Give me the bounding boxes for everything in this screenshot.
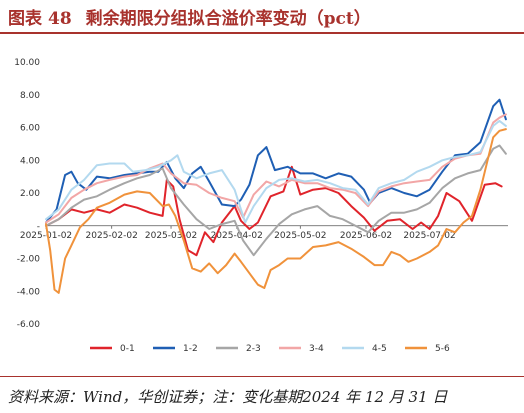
legend-label-5-6: 5-6 [435, 344, 450, 354]
x-tick-label: 2025-01-02 [20, 231, 72, 241]
series-line-2-3 [45, 144, 507, 257]
x-tick-label: 2025-05-02 [274, 231, 326, 241]
x-tick-label: 2025-07-02 [403, 231, 455, 241]
source-note: 资料来源：Wind，华创证券；注：变化基期2024 年 12 月 31 日 [8, 388, 448, 406]
figure-label: 图表 [8, 9, 42, 29]
y-tick-label: -4.00 [17, 287, 41, 297]
figure-title-text: 剩余期限分组拟合溢价率变动（pct） [85, 9, 371, 29]
y-tick-label: 4.00 [20, 156, 40, 166]
y-tick-label: 6.00 [20, 124, 40, 134]
figure-number: 48 [48, 9, 72, 29]
top-rule [0, 32, 524, 34]
legend-label-2-3: 2-3 [246, 344, 261, 354]
series-line-5-6 [45, 128, 507, 294]
legend-label-1-2: 1-2 [183, 344, 198, 354]
x-tick-label: 2025-02-02 [86, 231, 138, 241]
y-tick-label: -2.00 [17, 255, 41, 265]
series-line-3-4 [45, 113, 507, 224]
legend-label-4-5: 4-5 [372, 344, 387, 354]
figure-title: 图表 48 剩余期限分组拟合溢价率变动（pct） [8, 4, 371, 29]
y-tick-label: -6.00 [17, 320, 41, 330]
series-line-4-5 [45, 119, 507, 224]
y-tick-label: - [37, 222, 40, 232]
x-tick-label: 2025-03-02 [145, 231, 197, 241]
y-tick-label: 2.00 [20, 189, 40, 199]
legend-label-3-4: 3-4 [309, 344, 324, 354]
legend-label-0-1: 0-1 [120, 344, 135, 354]
series-line-1-2 [45, 98, 507, 224]
bottom-rule [0, 376, 524, 377]
series-line-0-1 [45, 165, 503, 257]
y-tick-label: 10.00 [14, 58, 40, 68]
y-tick-label: 8.00 [20, 91, 40, 101]
x-tick-label: 2025-06-02 [340, 231, 392, 241]
x-tick-label: 2025-04-02 [211, 231, 263, 241]
